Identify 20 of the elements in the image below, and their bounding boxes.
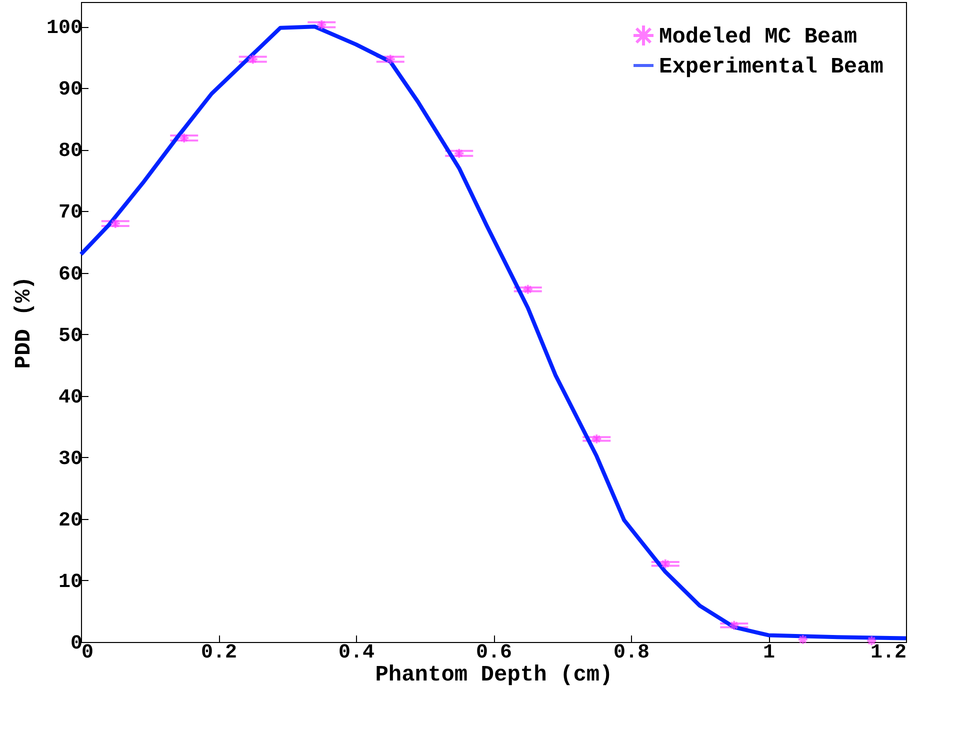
y-tick-label: 40 — [58, 386, 82, 410]
y-axis-title: PDD (%) — [11, 276, 36, 369]
x-tick-label: 1.2 — [870, 642, 906, 664]
x-tick-label: 0.4 — [338, 642, 375, 664]
x-axis-title: Phantom Depth (cm) — [375, 662, 613, 688]
y-tick-label: 90 — [58, 78, 82, 102]
y-tick-label: 60 — [58, 263, 82, 286]
y-tick-label: 30 — [58, 448, 82, 471]
y-tick-label: 100 — [46, 17, 82, 40]
legend-label: Experimental Beam — [659, 54, 884, 80]
y-tick-label: 20 — [58, 509, 82, 532]
y-tick-label: 70 — [58, 202, 82, 225]
x-tick-label: 0.2 — [200, 642, 238, 664]
x-tick-label: 1 — [762, 642, 776, 664]
x-tick-label: 0.8 — [613, 642, 650, 664]
y-tick-label: 10 — [58, 570, 82, 594]
legend-label: Modeled MC Beam — [659, 24, 858, 50]
y-tick-label: 50 — [58, 324, 82, 348]
y-tick-label: 80 — [58, 140, 82, 164]
x-tick-label: 0.6 — [476, 642, 512, 664]
